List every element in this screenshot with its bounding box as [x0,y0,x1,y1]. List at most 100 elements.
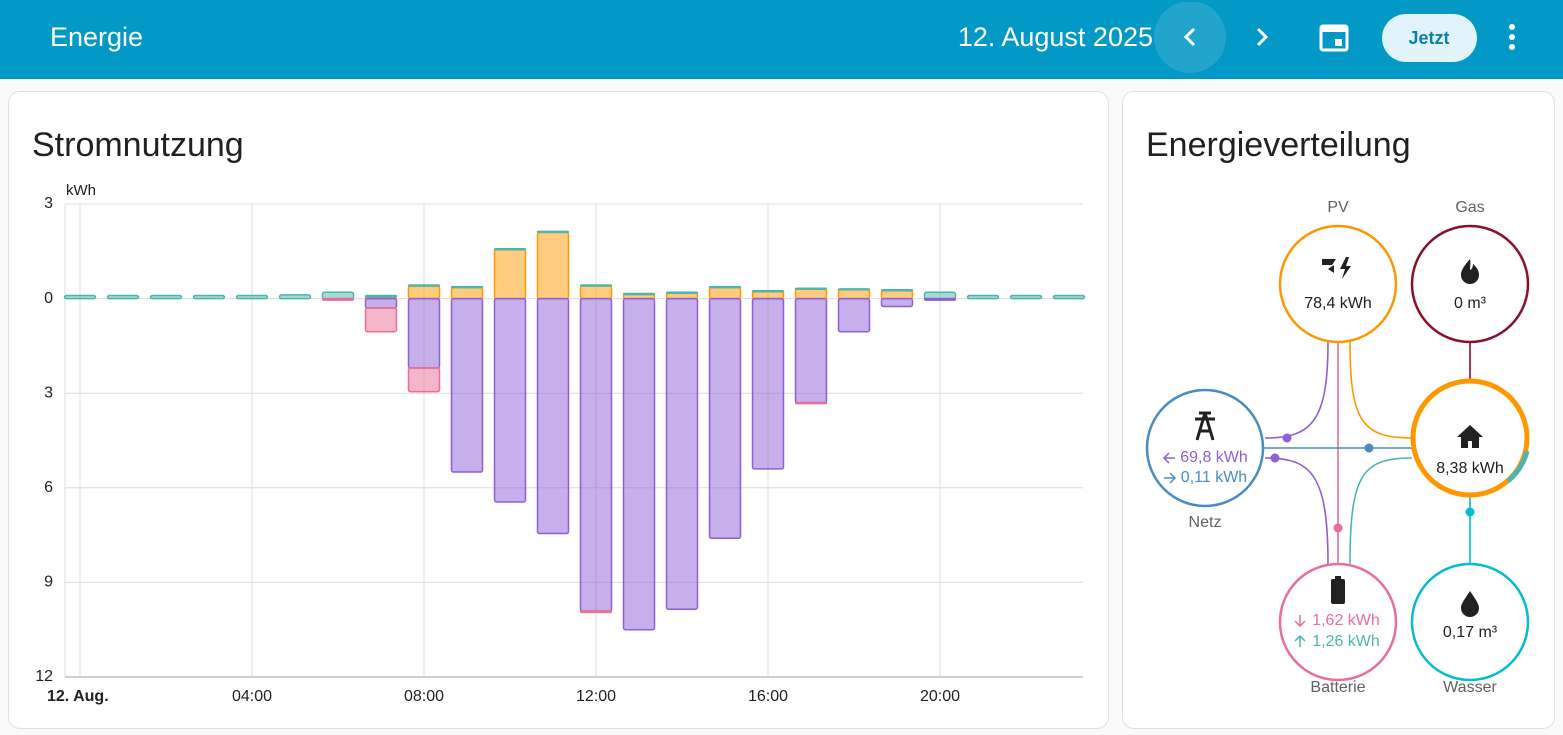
bar-segment [536,230,570,234]
flow-lines [1263,341,1471,565]
bar-segment [364,297,398,309]
bar-segment [751,290,785,300]
bar-segment [149,294,183,300]
date-label: 12. August 2025 [957,22,1153,52]
bar-segment [665,297,699,610]
bar-segment [579,610,613,614]
bar-segment [493,248,527,300]
bar-segment [364,294,398,298]
bar-segment [579,297,613,612]
bar-segment [364,307,398,333]
bar-segment [407,285,441,300]
bar-segment [493,248,527,251]
bar-segment [837,297,871,333]
node-icons [1195,257,1483,617]
usage-chart: Stromnutzung kWh 3 0 3 6 9 12 12. Aug. 04:00 08:… [32,126,1086,705]
card-title: Stromnutzung [32,126,244,164]
bar-segment [794,287,828,290]
bar-segment [450,297,484,473]
bar-segment [794,297,828,404]
bar-segment [708,285,742,289]
y-tick-label: 0 [44,290,53,307]
bar-segment [278,294,312,300]
x-tick-label: 20:00 [920,688,960,705]
x-tick-label: 04:00 [232,688,272,705]
bar-segment [63,294,97,300]
now-button-label: Jetzt [1408,28,1449,48]
y-tick-label: 12 [35,668,53,685]
x-tick-label: 08:00 [404,688,444,705]
bar-segment [1052,294,1086,300]
page-title: Energie [50,22,144,52]
bar-segment [536,231,570,300]
bar-segment [751,289,785,293]
bar-segment [966,294,1000,300]
node-value: 8,38 kWh [1436,460,1504,477]
bar-segment [794,288,828,300]
app-header: Energie 12. August 2025 Jetzt [0,0,1563,79]
bar-segment [407,284,441,287]
prev-icon [1183,27,1196,47]
x-tick-label: 16:00 [748,688,788,705]
node-label: PV [1327,199,1349,216]
bar-segment [794,401,828,405]
node-label: Gas [1455,199,1484,216]
node-label: Wasser [1443,679,1497,696]
bar-segment [536,297,570,535]
bar-segment [837,288,871,291]
bar-segment [880,289,914,300]
bar-segment [321,297,355,301]
battery-out: 1,26 kWh [1312,633,1380,650]
bar-segment [579,284,613,287]
bar-segment [579,285,613,300]
direction-arrows [1162,452,1306,647]
prev-button[interactable] [1154,2,1226,73]
bar-segment [708,286,742,300]
bar-segment [321,291,355,300]
energy-flow: Energieverteilung PV 78,4 kWh Gas 0 m³ N… [1145,126,1530,696]
bar-segment [106,294,140,300]
bar-segment [837,289,871,300]
bar-segment [880,289,914,292]
menu-button[interactable] [1509,24,1515,50]
bar-segment [622,297,656,631]
battery-in: 1,62 kWh [1312,612,1380,629]
y-tick-label: 3 [44,195,53,212]
bar-segment [665,292,699,300]
node-label: Netz [1189,514,1222,531]
x-tick-label: 12. Aug. [47,688,109,705]
bar-segment [923,291,957,300]
node-value: 0 m³ [1454,295,1487,312]
bar-segment [450,286,484,300]
bar-segment [407,367,441,393]
bar-segment [450,285,484,289]
bar-segment [235,294,269,300]
bar-segment [665,291,699,294]
flow-dots [1270,433,1475,533]
grid-export: 0,11 kWh [1181,469,1247,486]
bar-segment [880,297,914,308]
card-title: Energieverteilung [1146,126,1411,164]
bar-segment [192,294,226,300]
bar-segment [407,297,441,369]
y-tick-label: 9 [44,574,53,591]
now-button[interactable] [1382,14,1477,62]
node-value: 0,17 m³ [1443,624,1498,641]
bar-segment [1009,294,1043,300]
header-controls: Jetzt [1154,2,1515,73]
y-axis-unit: kWh [66,182,96,199]
y-tick-label: 3 [44,384,53,401]
bar-segment [708,297,742,540]
bar-segment [622,292,656,296]
calendar-button[interactable] [1319,24,1349,52]
next-button[interactable] [1256,27,1269,47]
bar-segment [751,297,785,470]
node-label: Batterie [1310,679,1365,696]
x-tick-label: 12:00 [576,688,616,705]
y-tick-label: 6 [44,479,53,496]
grid-import: 69,8 kWh [1180,449,1248,466]
node-value: 78,4 kWh [1304,295,1372,312]
bar-segment [493,297,527,503]
bar-segment [923,297,957,301]
